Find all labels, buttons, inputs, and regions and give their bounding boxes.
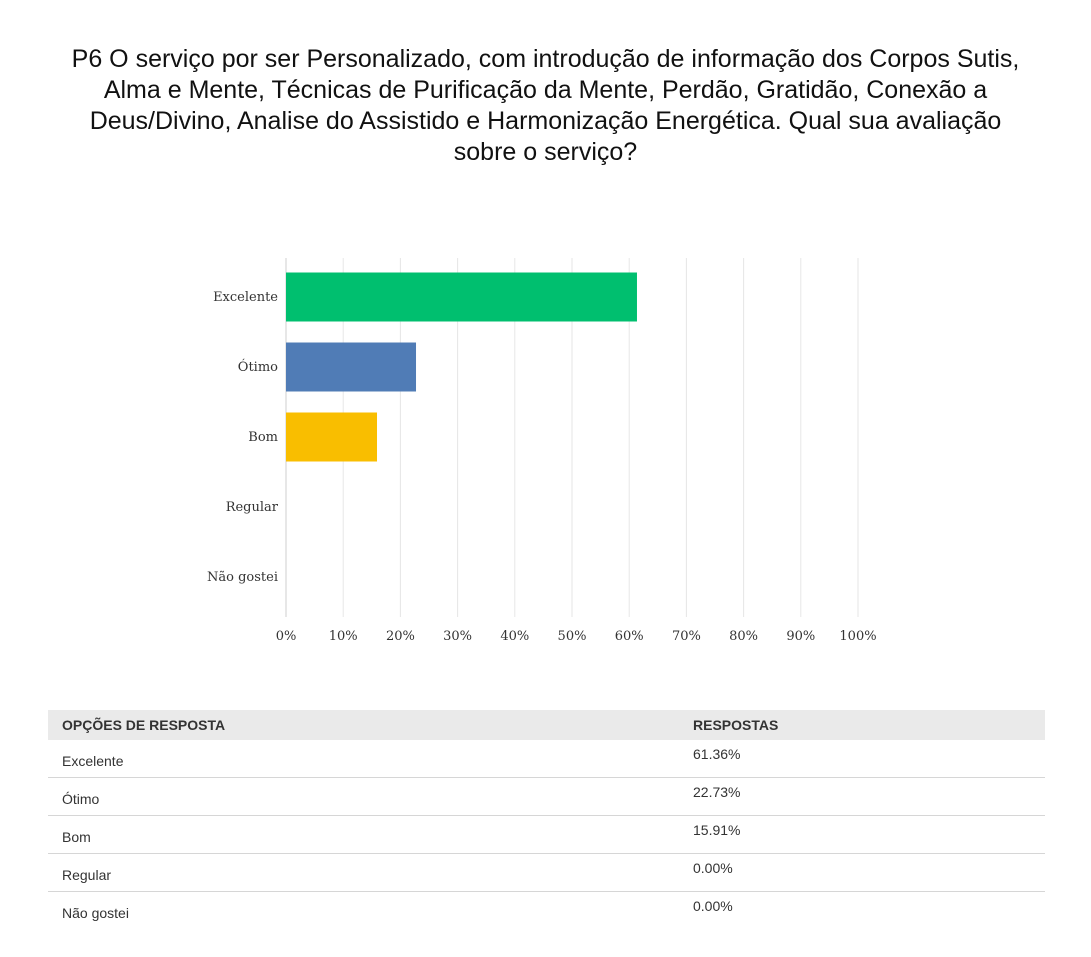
header-responses: RESPOSTAS bbox=[679, 710, 1045, 740]
table-row: Bom 15.91% bbox=[48, 815, 1045, 854]
category-label: Ótimo bbox=[238, 358, 278, 375]
table-row: Excelente 61.36% bbox=[48, 740, 1045, 778]
x-tick-label: 0% bbox=[276, 629, 297, 644]
category-label: Bom bbox=[248, 430, 278, 445]
bar-1 bbox=[286, 342, 417, 392]
row-percent: 15.91% bbox=[679, 815, 1045, 854]
row-option: Não gostei bbox=[62, 905, 129, 921]
x-tick-label: 100% bbox=[839, 629, 876, 644]
x-tick-label: 90% bbox=[786, 629, 815, 644]
row-option: Excelente bbox=[48, 740, 679, 778]
chart-category-labels: Excelente Ótimo Bom Regular Não gostei bbox=[207, 290, 279, 585]
x-tick-label: 30% bbox=[443, 629, 472, 644]
x-tick-label: 50% bbox=[558, 629, 587, 644]
chart-x-tick-labels: 0% 10% 20% 30% 40% 50% 60% 70% 80% 90% 100% bbox=[276, 629, 877, 644]
x-tick-label: 80% bbox=[729, 629, 758, 644]
row-option: Ótimo bbox=[48, 777, 679, 816]
question-title: P6 O serviço por ser Personalizado, com … bbox=[71, 45, 1020, 166]
row-option: Bom bbox=[48, 815, 679, 854]
row-percent: 22.73% bbox=[679, 777, 1045, 816]
x-tick-label: 60% bbox=[615, 629, 644, 644]
category-label: Não gostei bbox=[207, 570, 278, 585]
x-tick-label: 20% bbox=[386, 629, 415, 644]
row-option: Regular bbox=[48, 853, 679, 892]
bar-0 bbox=[286, 272, 637, 322]
category-label: Regular bbox=[226, 500, 279, 515]
x-tick-label: 40% bbox=[500, 629, 529, 644]
chart-bars bbox=[286, 272, 637, 462]
x-tick-label: 10% bbox=[329, 629, 358, 644]
category-label: Excelente bbox=[213, 290, 278, 305]
x-tick-label: 70% bbox=[672, 629, 701, 644]
table-row: Ótimo 22.73% bbox=[48, 777, 1045, 816]
chart-gridlines bbox=[285, 258, 859, 617]
table-row: Não gostei 0.00% bbox=[48, 892, 1045, 930]
row-percent: 61.36% bbox=[679, 740, 1045, 778]
header-answer-options: OPÇÕES DE RESPOSTA bbox=[48, 710, 679, 740]
response-table: OPÇÕES DE RESPOSTA RESPOSTAS Excelente 6… bbox=[48, 710, 1045, 929]
bar-2 bbox=[286, 412, 378, 462]
row-percent: 0.00% bbox=[679, 853, 1045, 892]
table-row: Regular 0.00% bbox=[48, 853, 1045, 892]
row-percent: 0.00% bbox=[693, 898, 733, 914]
table-header-row: OPÇÕES DE RESPOSTA RESPOSTAS bbox=[48, 710, 1045, 740]
